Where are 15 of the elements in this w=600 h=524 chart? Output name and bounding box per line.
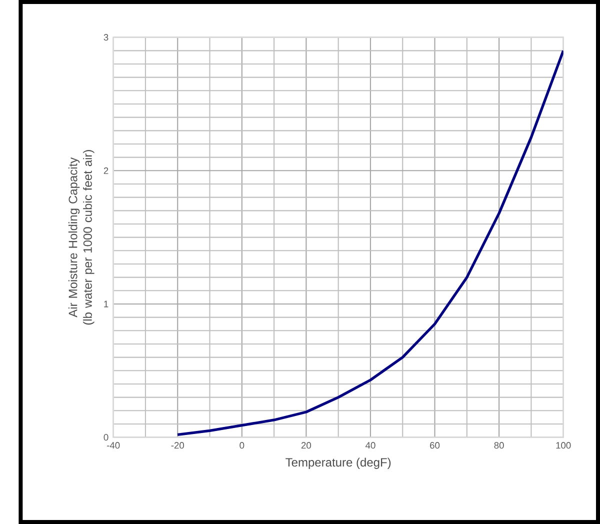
y-axis-title: Air Moisture Holding Capacity (lb water per 1000 cubic feet air) [68,150,94,325]
x-tick-label: 20 [301,442,312,449]
x-tick-label: 40 [365,442,376,449]
x-tick-label: 100 [556,442,571,449]
y-tick-label: 1 [104,300,108,308]
y-tick-label: 0 [104,434,108,441]
x-tick-label: 80 [494,442,504,449]
y-tick-label: 2 [104,167,108,174]
x-tick-label: 60 [430,442,440,449]
x-tick-label: 0 [240,442,244,449]
x-tick-label: -20 [171,442,184,449]
y-tick-label: 3 [104,34,108,41]
x-axis-title: Temperature (degF) [286,458,391,469]
x-tick-label: -40 [107,442,120,449]
line-series [176,49,564,436]
